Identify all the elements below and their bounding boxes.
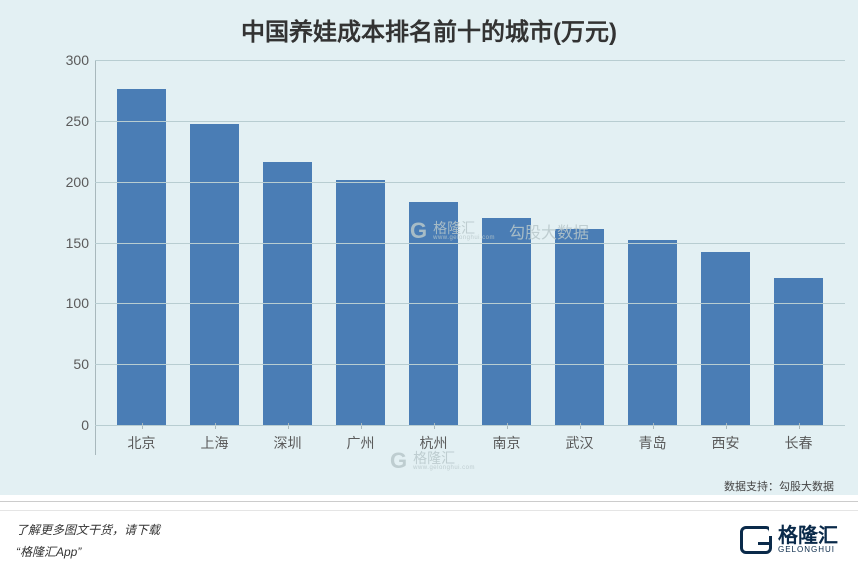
bar bbox=[263, 162, 313, 425]
x-tick-label: 杭州 bbox=[397, 427, 470, 455]
bar bbox=[628, 240, 678, 425]
data-support-label: 数据支持：勾股大数据 bbox=[724, 478, 834, 494]
grid-line bbox=[95, 182, 845, 183]
x-tick-label: 上海 bbox=[178, 427, 251, 455]
chart-title: 中国养娃成本排名前十的城市(万元) bbox=[0, 0, 858, 47]
x-tick-label: 武汉 bbox=[543, 427, 616, 455]
x-tick bbox=[215, 423, 216, 429]
footer-line2: “格隆汇App” bbox=[16, 542, 160, 564]
x-tick-label: 广州 bbox=[324, 427, 397, 455]
y-tick-label: 250 bbox=[66, 113, 89, 129]
footer-logo-icon bbox=[740, 526, 772, 554]
x-tick-label: 青岛 bbox=[616, 427, 689, 455]
x-tick bbox=[726, 423, 727, 429]
plot-area: 050100150200250300 北京上海深圳广州杭州南京武汉青岛西安长春 bbox=[55, 60, 845, 455]
x-tick bbox=[434, 423, 435, 429]
bar bbox=[774, 278, 824, 425]
grid-line bbox=[95, 60, 845, 61]
grid-line bbox=[95, 243, 845, 244]
x-tick-label: 长春 bbox=[762, 427, 835, 455]
x-axis-labels: 北京上海深圳广州杭州南京武汉青岛西安长春 bbox=[95, 427, 845, 455]
y-axis: 050100150200250300 bbox=[55, 60, 95, 455]
bar bbox=[555, 229, 605, 425]
x-tick bbox=[142, 423, 143, 429]
bar bbox=[482, 218, 532, 425]
x-tick bbox=[653, 423, 654, 429]
grid-line bbox=[95, 121, 845, 122]
x-tick bbox=[799, 423, 800, 429]
x-tick-label: 北京 bbox=[105, 427, 178, 455]
x-tick bbox=[288, 423, 289, 429]
footer-logo-en: GELONGHUI bbox=[778, 546, 838, 554]
bar bbox=[190, 124, 240, 425]
x-tick-label: 西安 bbox=[689, 427, 762, 455]
footer: 了解更多图文干货，请下载 “格隆汇App” 格隆汇 GELONGHUI bbox=[0, 501, 858, 574]
chart-container: 中国养娃成本排名前十的城市(万元) 0 50 100 150 200 250 300 北京上… bbox=[0, 0, 858, 495]
x-tick bbox=[507, 423, 508, 429]
grid-line bbox=[95, 425, 845, 426]
bar bbox=[117, 89, 167, 425]
y-tick-label: 300 bbox=[66, 52, 89, 68]
footer-text: 了解更多图文干货，请下载 “格隆汇App” bbox=[16, 520, 160, 563]
footer-logo: 格隆汇 GELONGHUI bbox=[740, 526, 838, 554]
grid-line bbox=[95, 303, 845, 304]
y-tick-label: 0 bbox=[81, 417, 89, 433]
y-tick-label: 100 bbox=[66, 295, 89, 311]
x-tick bbox=[361, 423, 362, 429]
footer-separator bbox=[0, 510, 858, 511]
footer-line1: 了解更多图文干货，请下载 bbox=[16, 520, 160, 542]
x-tick-label: 南京 bbox=[470, 427, 543, 455]
grid-line bbox=[95, 364, 845, 365]
footer-logo-text: 格隆汇 GELONGHUI bbox=[778, 526, 838, 554]
y-tick-label: 150 bbox=[66, 235, 89, 251]
y-tick-label: 200 bbox=[66, 174, 89, 190]
x-tick-label: 深圳 bbox=[251, 427, 324, 455]
bar bbox=[409, 202, 459, 425]
x-tick bbox=[580, 423, 581, 429]
footer-logo-cn: 格隆汇 bbox=[778, 526, 838, 546]
bar bbox=[701, 252, 751, 425]
y-tick-label: 50 bbox=[73, 356, 89, 372]
watermark-brand-url: www.gelonghui.com bbox=[413, 465, 475, 471]
